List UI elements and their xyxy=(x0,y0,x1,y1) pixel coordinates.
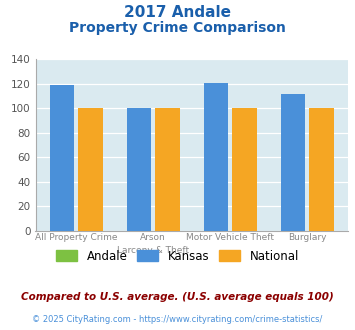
Bar xyxy=(204,83,228,231)
Bar xyxy=(127,109,151,231)
Bar xyxy=(309,109,334,231)
Text: Property Crime Comparison: Property Crime Comparison xyxy=(69,21,286,35)
Text: Burglary: Burglary xyxy=(288,233,326,242)
Bar xyxy=(232,109,257,231)
Text: All Property Crime: All Property Crime xyxy=(35,233,118,242)
Bar xyxy=(280,94,305,231)
Text: Compared to U.S. average. (U.S. average equals 100): Compared to U.S. average. (U.S. average … xyxy=(21,292,334,302)
Bar xyxy=(78,109,103,231)
Text: Larceny & Theft: Larceny & Theft xyxy=(117,246,189,255)
Text: Motor Vehicle Theft: Motor Vehicle Theft xyxy=(186,233,274,242)
Legend: Andale, Kansas, National: Andale, Kansas, National xyxy=(53,246,302,266)
Text: 2017 Andale: 2017 Andale xyxy=(124,5,231,20)
Bar xyxy=(50,85,74,231)
Text: Arson: Arson xyxy=(140,233,166,242)
Text: © 2025 CityRating.com - https://www.cityrating.com/crime-statistics/: © 2025 CityRating.com - https://www.city… xyxy=(32,315,323,324)
Bar xyxy=(155,109,180,231)
